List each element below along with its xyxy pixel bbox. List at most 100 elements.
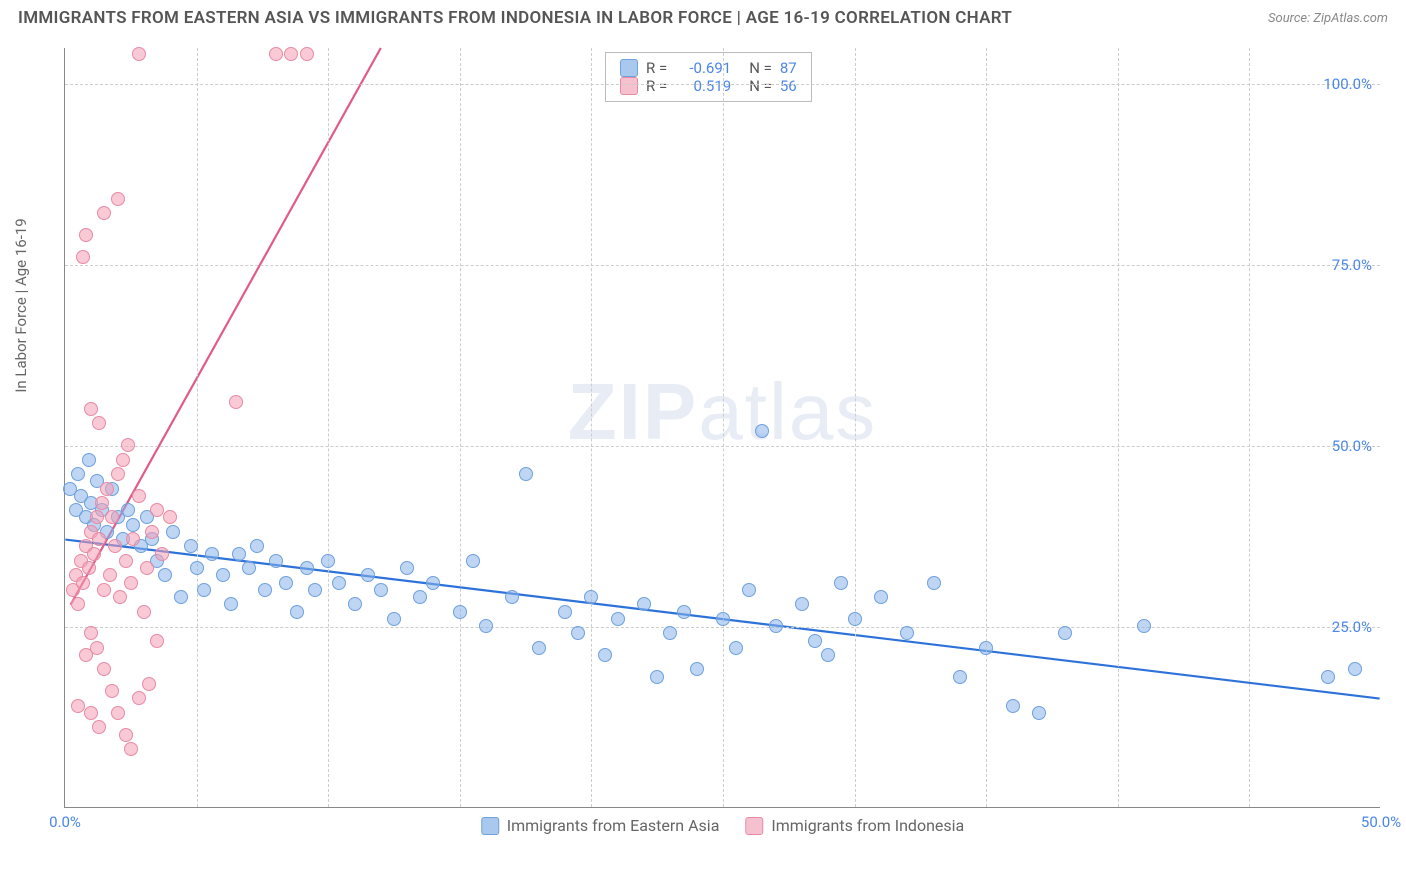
y-axis-label: In Labor Force | Age 16-19 <box>12 218 30 392</box>
data-point <box>205 547 219 561</box>
data-point <box>332 576 346 590</box>
data-point <box>184 539 198 553</box>
data-point <box>242 561 256 575</box>
gridline-v <box>591 48 592 807</box>
data-point <box>103 568 117 582</box>
legend-n-label: N = <box>749 59 772 77</box>
data-point <box>400 561 414 575</box>
data-point <box>1032 706 1046 720</box>
data-point <box>132 489 146 503</box>
plot-area: ZIPatlas R =-0.691N =87R =0.519N =56 Imm… <box>64 48 1380 808</box>
data-point <box>111 192 125 206</box>
data-point <box>155 547 169 561</box>
data-point <box>795 597 809 611</box>
data-point <box>1321 670 1335 684</box>
data-point <box>84 706 98 720</box>
correlation-legend: R =-0.691N =87R =0.519N =56 <box>605 52 812 102</box>
data-point <box>250 539 264 553</box>
y-tick-label: 75.0% <box>1332 256 1372 274</box>
data-point <box>92 416 106 430</box>
legend-swatch <box>620 59 638 77</box>
legend-swatch <box>620 77 638 95</box>
data-point <box>1348 662 1362 676</box>
data-point <box>105 510 119 524</box>
data-point <box>558 605 572 619</box>
data-point <box>1137 619 1151 633</box>
data-point <box>90 510 104 524</box>
data-point <box>124 742 138 756</box>
data-point <box>71 467 85 481</box>
data-point <box>121 503 135 517</box>
data-point <box>76 576 90 590</box>
data-point <box>519 467 533 481</box>
data-point <box>874 590 888 604</box>
data-point <box>834 576 848 590</box>
data-point <box>361 568 375 582</box>
gridline-v <box>1118 48 1119 807</box>
data-point <box>150 634 164 648</box>
data-point <box>900 626 914 640</box>
data-point <box>92 720 106 734</box>
x-tick-label: 0.0% <box>49 813 81 831</box>
legend-n-label: N = <box>749 77 772 95</box>
data-point <box>79 228 93 242</box>
data-point <box>532 641 546 655</box>
chart-title: IMMIGRANTS FROM EASTERN ASIA VS IMMIGRAN… <box>18 8 1012 28</box>
data-point <box>729 641 743 655</box>
data-point <box>158 568 172 582</box>
data-point <box>132 691 146 705</box>
data-point <box>808 634 822 648</box>
data-point <box>174 590 188 604</box>
data-point <box>611 612 625 626</box>
data-point <box>232 547 246 561</box>
data-point <box>279 576 293 590</box>
data-point <box>290 605 304 619</box>
data-point <box>300 47 314 61</box>
data-point <box>124 576 138 590</box>
series-legend-label: Immigrants from Indonesia <box>771 816 964 835</box>
data-point <box>321 554 335 568</box>
y-tick-label: 100.0% <box>1323 75 1372 93</box>
data-point <box>84 626 98 640</box>
data-point <box>300 561 314 575</box>
data-point <box>163 510 177 524</box>
data-point <box>95 496 109 510</box>
y-tick-label: 25.0% <box>1332 618 1372 636</box>
data-point <box>637 597 651 611</box>
data-point <box>716 612 730 626</box>
data-point <box>142 677 156 691</box>
data-point <box>71 597 85 611</box>
x-tick-label: 50.0% <box>1361 813 1401 831</box>
data-point <box>197 583 211 597</box>
data-point <box>284 47 298 61</box>
data-point <box>71 699 85 713</box>
data-point <box>97 662 111 676</box>
y-tick-label: 50.0% <box>1332 437 1372 455</box>
source-attribution: Source: ZipAtlas.com <box>1268 11 1388 26</box>
data-point <box>111 706 125 720</box>
series-legend-label: Immigrants from Eastern Asia <box>507 816 720 835</box>
data-point <box>426 576 440 590</box>
data-point <box>145 525 159 539</box>
gridline-v <box>1249 48 1250 807</box>
gridline-v <box>197 48 198 807</box>
chart-container: In Labor Force | Age 16-19 ZIPatlas R =-… <box>18 40 1388 850</box>
legend-r-label: R = <box>646 77 667 95</box>
data-point <box>105 684 119 698</box>
legend-swatch <box>745 817 763 835</box>
data-point <box>224 597 238 611</box>
data-point <box>505 590 519 604</box>
data-point <box>848 612 862 626</box>
gridline-v <box>460 48 461 807</box>
data-point <box>76 250 90 264</box>
data-point <box>953 670 967 684</box>
data-point <box>87 547 101 561</box>
data-point <box>97 206 111 220</box>
legend-n-value: 87 <box>780 59 797 77</box>
data-point <box>269 47 283 61</box>
data-point <box>453 605 467 619</box>
series-legend-item: Immigrants from Eastern Asia <box>481 816 720 835</box>
data-point <box>413 590 427 604</box>
data-point <box>111 467 125 481</box>
data-point <box>650 670 664 684</box>
